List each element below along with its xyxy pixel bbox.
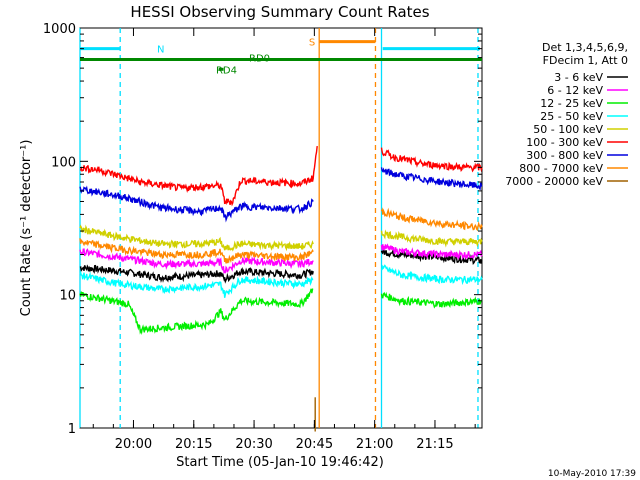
annotation-label-n: N — [157, 45, 164, 56]
series-line-25-50-kev — [380, 264, 483, 286]
x-tick-label-20-00: 20:00 — [115, 437, 152, 452]
legend-label-100-300-kev: 100 - 300 keV — [526, 136, 603, 149]
legend-label-50-100-kev: 50 - 100 keV — [533, 123, 603, 136]
x-tick-label-21-15: 21:15 — [416, 437, 453, 452]
chart-title: HESSI Observing Summary Count Rates — [130, 3, 429, 21]
legend: Det 1,3,4,5,6,9, FDecim 1, Att 0 3 - 6 k… — [505, 41, 628, 188]
x-tick-label-20-30: 20:30 — [235, 437, 272, 452]
series-line-12-25-kev — [79, 288, 314, 336]
series-800-7000-kev — [79, 207, 483, 264]
legend-label-800-7000-kev: 800 - 7000 keV — [519, 162, 603, 175]
series-line-300-800-kev — [79, 185, 314, 223]
series-300-800-kev — [79, 167, 483, 223]
legend-label-3-6-kev: 3 - 6 keV — [554, 71, 603, 84]
series-line-300-800-kev — [380, 167, 483, 191]
series-layer — [79, 146, 483, 432]
series-line-100-300-kev — [380, 147, 483, 173]
annotation-layer: RD0 N S RD4 — [79, 28, 482, 428]
series-line-12-25-kev — [380, 291, 483, 309]
legend-label-300-800-kev: 300 - 800 keV — [526, 149, 603, 162]
legend-label-25-50-kev: 25 - 50 keV — [540, 110, 603, 123]
annotation-label-rd4: RD4 — [216, 65, 237, 76]
series-line-800-7000-kev — [79, 238, 314, 264]
series-line-3-6-kev — [79, 264, 314, 284]
series-line-50-100-kev — [79, 224, 314, 252]
legend-header-line-2: FDecim 1, Att 0 — [543, 54, 628, 67]
series-6-12-kev — [79, 243, 483, 274]
x-tick-label-20-45: 20:45 — [296, 437, 333, 452]
series-12-25-kev — [79, 288, 483, 336]
annotation-label-s: S — [309, 38, 315, 49]
series-line-6-12-kev — [79, 248, 314, 274]
y-tick-label-1000: 1000 — [43, 22, 76, 37]
series-line-6-12-kev — [380, 243, 483, 261]
plot-frame — [79, 27, 483, 429]
series-50-100-kev — [79, 224, 483, 252]
x-tick-label-20-15: 20:15 — [175, 437, 212, 452]
legend-label-6-12-kev: 6 - 12 keV — [547, 84, 603, 97]
x-tick-label-21-00: 21:00 — [356, 437, 393, 452]
y-tick-label-10: 10 — [59, 289, 76, 304]
series-line-800-7000-kev — [380, 207, 483, 232]
series-100-300-kev — [79, 146, 483, 207]
y-axis-label: Count Rate (s⁻¹ detector⁻¹) — [19, 140, 34, 317]
footer-timestamp: 10-May-2010 17:39 — [548, 469, 636, 479]
series-line-50-100-kev — [380, 229, 483, 248]
legend-header-line-1: Det 1,3,4,5,6,9, — [542, 41, 628, 54]
series-line-100-300-kev — [79, 146, 318, 207]
series-25-50-kev — [79, 264, 483, 298]
x-axis-label: Start Time (05-Jan-10 19:46:42) — [176, 455, 384, 470]
y-tick-label-100: 100 — [51, 155, 76, 170]
legend-label-7000-20000-kev: 7000 - 20000 keV — [505, 175, 603, 188]
annotation-label-rd0: RD0 — [249, 54, 270, 65]
legend-label-12-25-kev: 12 - 25 keV — [540, 97, 603, 110]
series-line-25-50-kev — [79, 271, 314, 298]
axis-layer: 20:00 20:15 20:30 20:45 21:00 21:15 1 10 100 1000 — [43, 22, 482, 452]
y-tick-label-1: 1 — [68, 422, 76, 437]
